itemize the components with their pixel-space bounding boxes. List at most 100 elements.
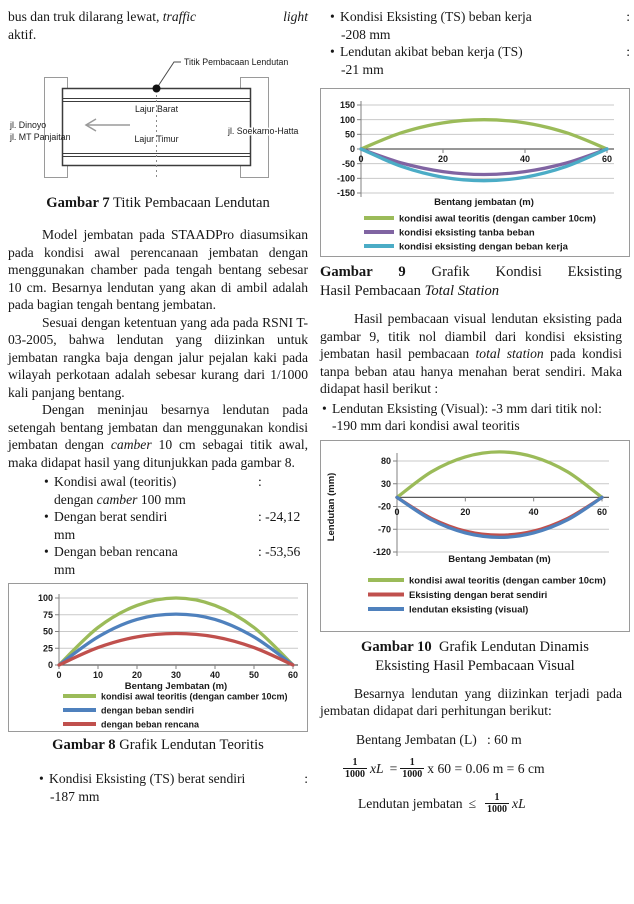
caption-text: Hasil Pembacaan (320, 283, 425, 299)
fraction-denominator: 1000 (400, 768, 425, 780)
existing-condition-bullet-list: Kondisi Eksisting (TS) beban kerja: -208… (320, 8, 630, 78)
road-left-label-1: jl. Dinoyo (9, 120, 46, 130)
fraction-denominator: 1000 (343, 768, 367, 780)
paragraph: Besarnya lendutan yang diizinkan terjadi… (320, 685, 622, 719)
list-item: Kondisi Eksisting (TS) beban kerja: -208… (320, 8, 630, 43)
bullet-label: Dengan berat sendiri (54, 509, 168, 524)
allowable-deflection-line: Lendutan jembatan ≤ 1 1000 xL (358, 791, 630, 816)
bridge-deflection-diagram: Titik Pembacaan Lendutan Lajur Barat Laj… (9, 57, 300, 178)
fraction: 1 1000 (485, 791, 510, 816)
x-tick-label: 0 (394, 507, 399, 517)
bullet-value: : -24,12 (258, 509, 301, 524)
paragraph: Dengan meninjau besarnya lendutan pada s… (8, 402, 309, 470)
deflection-bullet-list: Kondisi awal (teoritis): dengan camber 1… (8, 473, 308, 578)
list-item: Kondisi Eksisting (TS) berat sendiri: -1… (8, 770, 308, 805)
bullet-icon (44, 543, 54, 561)
y-tick-label: 50 (43, 627, 53, 637)
list-item: Dengan beban rencana : -53,56 mm (44, 543, 308, 578)
x-tick-label: 10 (93, 670, 103, 680)
lane-west-label: Lajur Barat (135, 104, 179, 114)
legend-label: dengan beban sendiri (101, 705, 194, 715)
y-tick-label: 100 (340, 115, 355, 125)
x-tick-label: 60 (602, 154, 612, 164)
math-variable: xL (370, 761, 384, 776)
caption-text: Grafik Lendutan Dinamis (431, 638, 589, 655)
y-tick-label: 50 (345, 130, 355, 140)
list-item: Lendutan Eksisting (Visual): -3 mm dari … (320, 400, 630, 435)
math-variable: xL (512, 796, 526, 811)
intro-line1-right: light (283, 9, 308, 24)
bullet-icon (330, 43, 340, 61)
fraction-denominator: 1000 (485, 803, 510, 815)
list-item: Dengan berat sendiri : -24,12 mm (44, 508, 308, 543)
legend-label: lendutan eksisting (visual) (409, 604, 528, 615)
paragraph: Model jembatan pada STAADPro diasumsikan… (8, 227, 308, 312)
less-equal-sign: ≤ (468, 796, 477, 811)
x-tick-label: 0 (56, 670, 61, 680)
bullet-label: Dengan beban rencana (54, 544, 178, 559)
data-series-line (395, 449, 604, 499)
fraction-numerator: 1 (352, 756, 358, 768)
y-tick-label: 75 (43, 610, 53, 620)
y-tick-label: -100 (337, 174, 355, 184)
paragraph: Hasil pembacaan visual lendutan eksistin… (320, 311, 622, 396)
bullet-label: Kondisi awal (teoritis) (54, 474, 177, 489)
bullet-value: : -53,56 (258, 544, 301, 559)
y-tick-label: 25 (43, 643, 53, 653)
data-series-line (57, 612, 295, 667)
y-tick-label: 0 (350, 144, 355, 154)
y-tick-label: 150 (340, 100, 355, 110)
y-tick-label: -150 (337, 188, 355, 198)
caption-text: Titik Pembacaan Lendutan (109, 195, 270, 211)
list-item: Kondisi awal (teoritis): dengan camber 1… (44, 473, 308, 508)
formula-result: x 60 = 0.06 m = 6 cm (427, 761, 545, 776)
line-chart-canvas: 80 30 -20 -70 -120 0 20 40 60 Bentang Jembatan (m… (326, 449, 609, 615)
bullet-continuation: mm (54, 526, 76, 542)
y-tick-label: 30 (381, 478, 391, 488)
bullet-label: Lendutan akibat beban kerja (TS) (340, 44, 523, 59)
x-tick-label: 40 (210, 670, 220, 680)
caption-line-2: Eksisting Hasil Pembacaan Visual (375, 657, 575, 674)
y-axis-title: Lendutan (mm) (326, 472, 337, 541)
bullet-continuation: -187 mm (50, 788, 100, 804)
data-series-line (57, 596, 295, 667)
intro-paragraph: bus dan truk dilarang lewat, traffic lig… (8, 8, 308, 43)
legend-label: dengan beban rencana (101, 719, 200, 729)
caption-gambar-10: Gambar 10 Grafik Lendutan Dinamis Eksist… (320, 638, 630, 676)
bullet-icon (322, 400, 332, 435)
caption-number: Gambar 7 (46, 195, 110, 211)
legend-label: kondisi eksisting dengan beban kerja (399, 241, 569, 252)
bullet-icon (44, 473, 54, 491)
bullet-continuation: mm (54, 561, 76, 577)
caption-number: Gambar 10 (361, 638, 432, 655)
caption-line-2: Hasil Pembacaan Total Station (320, 282, 622, 301)
x-tick-label: 40 (529, 507, 539, 517)
fraction-numerator: 1 (409, 756, 415, 768)
data-series-line (57, 631, 295, 667)
bullet-value: : (626, 44, 630, 59)
legend-label: Eksisting dengan berat sendiri (409, 589, 547, 600)
span-length-line: Bentang Jembatan (L) : 60 m (356, 731, 522, 747)
bullet-label: Kondisi Eksisting (TS) berat sendiri (49, 771, 246, 786)
caption-gambar-9: Gambar 9 Grafik Kondisi Eksisting Hasil … (320, 263, 622, 301)
direction-arrow-head-icon (84, 118, 97, 132)
bullet-value: : (626, 9, 630, 24)
fraction-numerator: 1 (494, 791, 500, 803)
fraction: 1 1000 (343, 756, 367, 781)
caption-text: Grafik Kondisi Eksisting (405, 264, 622, 280)
caption-italic-text: Total Station (424, 283, 500, 299)
diagram-callout-label: Titik Pembacaan Lendutan (184, 57, 288, 67)
intro-line-1: bus dan truk dilarang lewat, traffic lig… (8, 8, 308, 26)
caption-text: Grafik Lendutan Teoritis (115, 737, 264, 753)
intro-line1-left: bus dan truk dilarang lewat, traffic (8, 9, 197, 24)
bullet-label: Lendutan Eksisting (Visual): -3 mm dari … (332, 400, 602, 434)
x-tick-label: 60 (288, 670, 298, 680)
y-tick-label: -50 (342, 159, 355, 169)
x-tick-label: 30 (171, 670, 181, 680)
y-tick-label: 100 (38, 593, 53, 603)
bullet-icon (330, 8, 340, 26)
legend-label: kondisi eksisting tanba beban (399, 227, 535, 238)
bullet-value: : (304, 771, 308, 786)
x-axis-title: Bentang jembatan (m) (434, 197, 534, 208)
